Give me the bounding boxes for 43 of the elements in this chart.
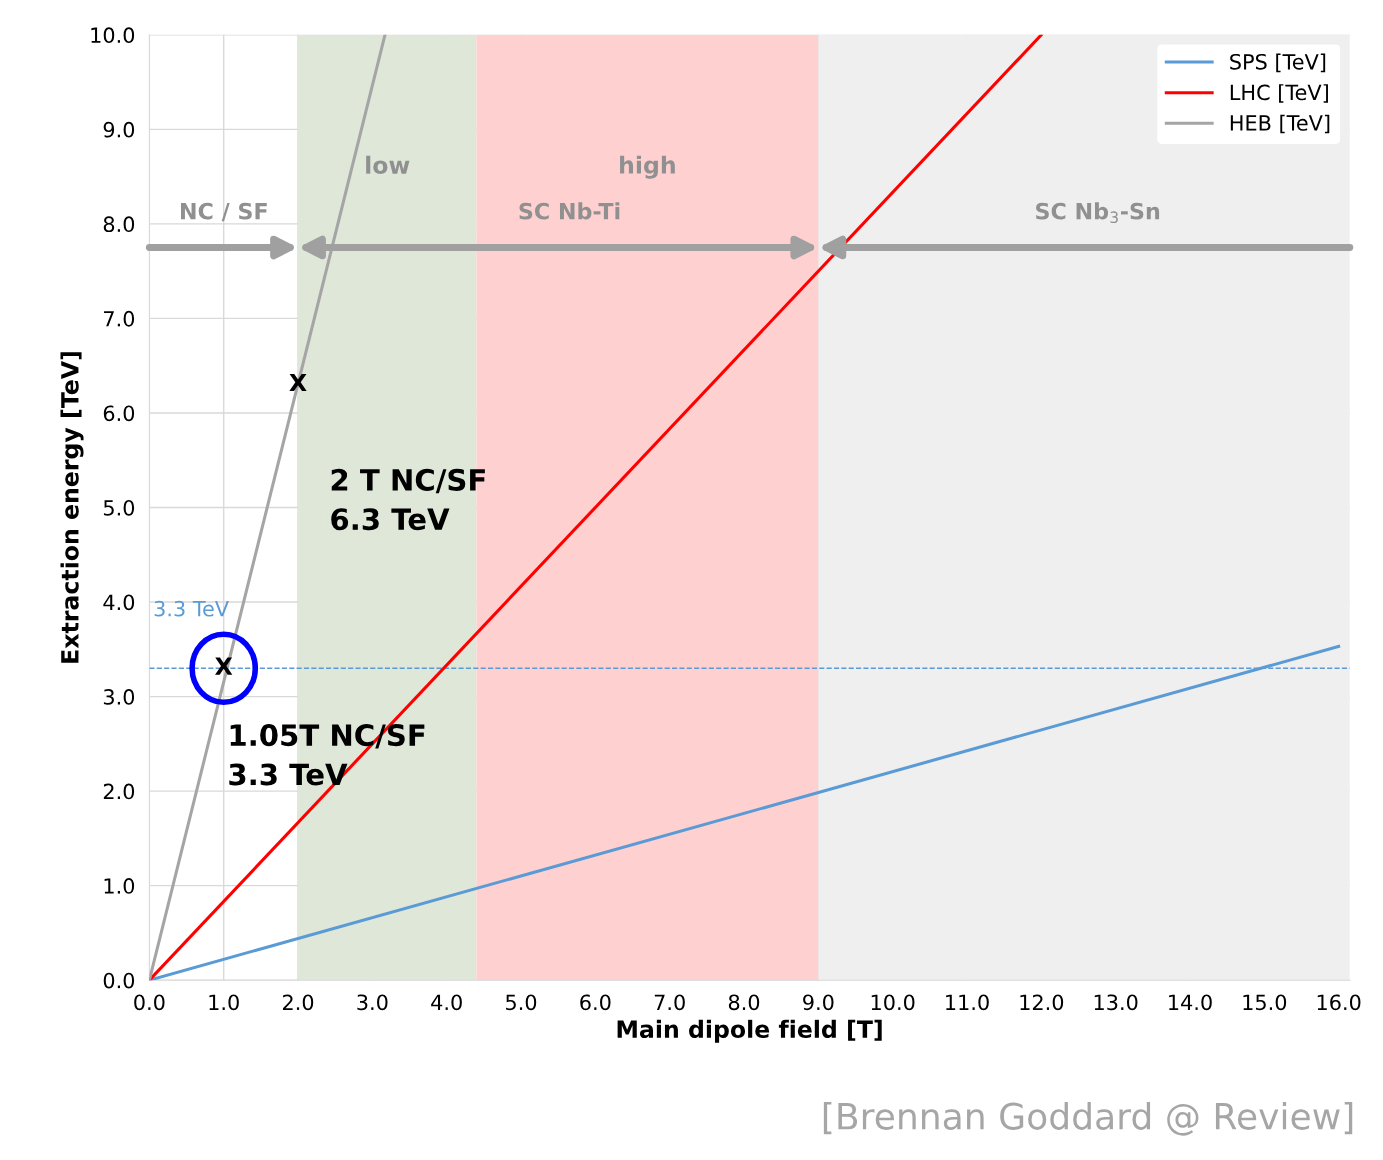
x-tick-label: 14.0 bbox=[1169, 994, 1212, 1011]
x-tick-label: 9.0 bbox=[803, 994, 834, 1011]
y-tick-label: 7.0 bbox=[104, 310, 135, 327]
y-tick-label: 4.0 bbox=[103, 594, 135, 611]
x-tick-label: 10.0 bbox=[871, 994, 915, 1011]
x-tick-label: 0.0 bbox=[134, 994, 165, 1011]
x-tick-label: 7.0 bbox=[654, 994, 685, 1011]
y-tick-label: 6.0 bbox=[103, 405, 135, 422]
annotation: X bbox=[215, 657, 233, 675]
legend-label: SPS [TeV] bbox=[1230, 53, 1326, 73]
x-tick-label: 15.0 bbox=[1243, 994, 1287, 1011]
x-tick-label: 5.0 bbox=[506, 994, 537, 1011]
x-tick-label: 3.0 bbox=[357, 994, 388, 1011]
legend-label: LHC [TeV] bbox=[1230, 84, 1328, 103]
x-axis-title: Main dipole field [T] bbox=[617, 1019, 882, 1043]
x-tick-label: 8.0 bbox=[728, 994, 760, 1011]
x-tick-label: 1.0 bbox=[209, 994, 239, 1011]
x-tick-label: 4.0 bbox=[431, 994, 462, 1011]
y-tick-label: 5.0 bbox=[103, 499, 135, 516]
y-axis-title: Extraction energy [TeV] bbox=[60, 352, 84, 663]
annotation: SC Nb-Ti bbox=[519, 202, 620, 220]
x-tick-label: 2.0 bbox=[282, 994, 314, 1011]
y-tick-label: 0.0 bbox=[103, 972, 135, 989]
y-tick-label: 3.0 bbox=[103, 689, 135, 705]
band-label: low bbox=[366, 155, 410, 175]
x-tick-label: 11.0 bbox=[946, 994, 989, 1011]
annotation: NC / SF bbox=[180, 202, 267, 222]
x-tick-label: 12.0 bbox=[1020, 994, 1064, 1011]
x-tick-label: 13.0 bbox=[1094, 994, 1138, 1011]
y-tick-label: 10.0 bbox=[91, 27, 135, 44]
x-tick-label: 16.0 bbox=[1317, 994, 1361, 1011]
y-tick-label: 2.0 bbox=[103, 783, 135, 800]
y-tick-label: 1.0 bbox=[104, 878, 135, 894]
annotation: X bbox=[289, 373, 307, 392]
annotation: SC Nb$_{3}$-Sn bbox=[1036, 202, 1160, 224]
annotation: 2 T NC/SF 6.3 TeV bbox=[331, 468, 485, 531]
text: [Brennan Goddard @ Review] bbox=[823, 1101, 1353, 1136]
band-label: high bbox=[620, 155, 675, 179]
legend-label: HEB [TeV] bbox=[1230, 114, 1330, 134]
ref-line-label: 3.3 TeV bbox=[154, 600, 229, 617]
x-tick-label: 6.0 bbox=[580, 994, 611, 1011]
y-tick-label: 9.0 bbox=[103, 121, 135, 138]
y-tick-label: 8.0 bbox=[103, 216, 135, 233]
